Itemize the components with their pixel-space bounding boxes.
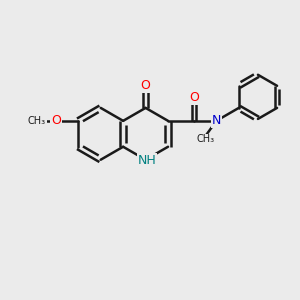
Text: O: O [189,91,199,104]
Text: CH₃: CH₃ [196,134,214,144]
Text: O: O [51,114,61,127]
Text: CH₃: CH₃ [28,116,46,126]
Text: N: N [212,114,221,127]
Text: NH: NH [138,154,156,167]
Text: O: O [141,79,151,92]
